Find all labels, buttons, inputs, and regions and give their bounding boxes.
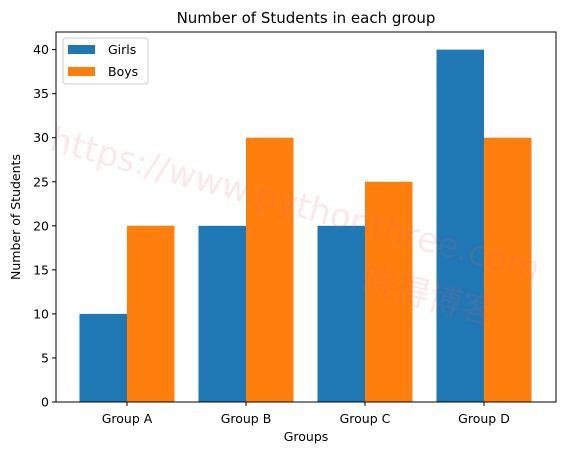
legend-label-boys: Boys [108, 64, 138, 79]
y-tick-label: 5 [41, 350, 49, 365]
bar-boys-group-c [365, 181, 413, 402]
legend: Girls Boys [62, 37, 149, 85]
y-tick-label: 20 [33, 218, 49, 233]
bar-girls-group-d [436, 49, 484, 402]
chart-title: Number of Students in each group [177, 9, 436, 27]
bar-girls-group-c [317, 225, 365, 402]
plot-area [55, 31, 557, 403]
bar-boys-group-b [246, 137, 294, 402]
legend-swatch-girls [68, 45, 95, 54]
y-tick-label: 35 [33, 86, 49, 101]
x-axis-label: Groups [284, 429, 329, 444]
legend-swatch-boys [68, 67, 95, 76]
x-tick-label: Group D [458, 411, 510, 426]
axis-ticks: 0 5 10 15 20 25 30 35 40 Group A Group B Group C Gro… [33, 42, 510, 426]
bars [79, 49, 532, 402]
x-tick-label: Group A [102, 411, 153, 426]
legend-label-girls: Girls [108, 42, 136, 57]
y-tick-label: 25 [33, 174, 49, 189]
y-tick-label: 15 [33, 262, 49, 277]
y-tick-label: 40 [33, 42, 49, 57]
y-tick-label: 0 [41, 395, 49, 410]
y-tick-label: 30 [33, 130, 49, 145]
bar-boys-group-a [127, 225, 175, 402]
bar-girls-group-a [79, 313, 127, 402]
bar-girls-group-b [198, 225, 246, 402]
bar-boys-group-d [484, 137, 532, 402]
x-tick-label: Group B [221, 411, 272, 426]
x-tick-label: Group C [340, 411, 391, 426]
y-tick-label: 10 [33, 306, 49, 321]
y-axis-label: Number of Students [8, 154, 23, 280]
